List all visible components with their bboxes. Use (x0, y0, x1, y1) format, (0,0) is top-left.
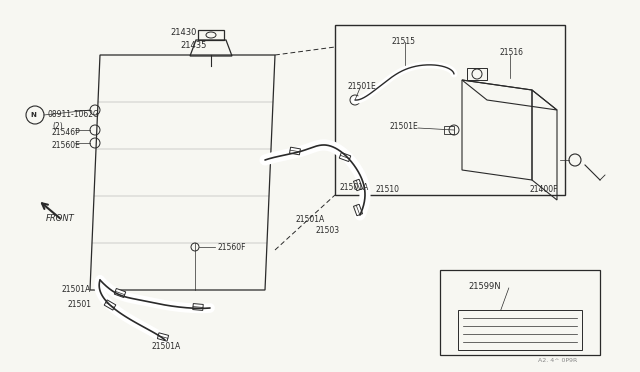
Bar (467, 68, 487, 80)
Text: 21560E: 21560E (52, 141, 81, 150)
Text: 21560F: 21560F (217, 243, 246, 252)
Text: (2): (2) (52, 122, 63, 131)
Text: 21599N: 21599N (468, 282, 500, 291)
Text: 21501A: 21501A (152, 342, 181, 351)
Text: 21501: 21501 (68, 300, 92, 309)
Text: N: N (30, 112, 36, 118)
Text: 21503: 21503 (316, 226, 340, 235)
Text: FRONT: FRONT (46, 214, 75, 223)
Text: 21516: 21516 (500, 48, 524, 57)
Text: A2. 4^ 0P9R: A2. 4^ 0P9R (538, 358, 577, 363)
Text: 21510: 21510 (375, 185, 399, 194)
Text: 21400F: 21400F (530, 185, 559, 194)
Bar (458, 310, 582, 350)
Text: 21435: 21435 (180, 41, 206, 50)
Text: 21546P: 21546P (52, 128, 81, 137)
Bar (335, 25, 565, 195)
Text: 21501E: 21501E (347, 82, 376, 91)
Text: 21430: 21430 (170, 28, 196, 37)
Bar (198, 30, 224, 40)
Bar (444, 126, 454, 134)
Text: 21501A: 21501A (296, 215, 325, 224)
Text: 21501A: 21501A (340, 183, 369, 192)
Text: 08911-1062G: 08911-1062G (47, 110, 99, 119)
Bar (440, 270, 600, 355)
Text: 21501A: 21501A (62, 285, 92, 294)
Text: 21501E: 21501E (390, 122, 419, 131)
Text: 21515: 21515 (392, 37, 416, 46)
